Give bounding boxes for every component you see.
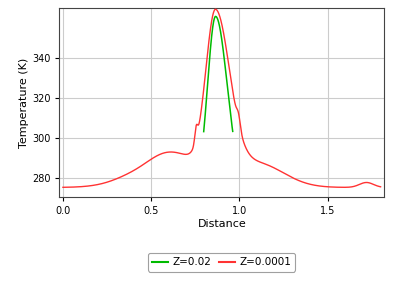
- Y-axis label: Temperature (K): Temperature (K): [19, 58, 29, 148]
- Legend: Z=0.02, Z=0.0001: Z=0.02, Z=0.0001: [148, 253, 295, 272]
- X-axis label: Distance: Distance: [197, 219, 246, 229]
